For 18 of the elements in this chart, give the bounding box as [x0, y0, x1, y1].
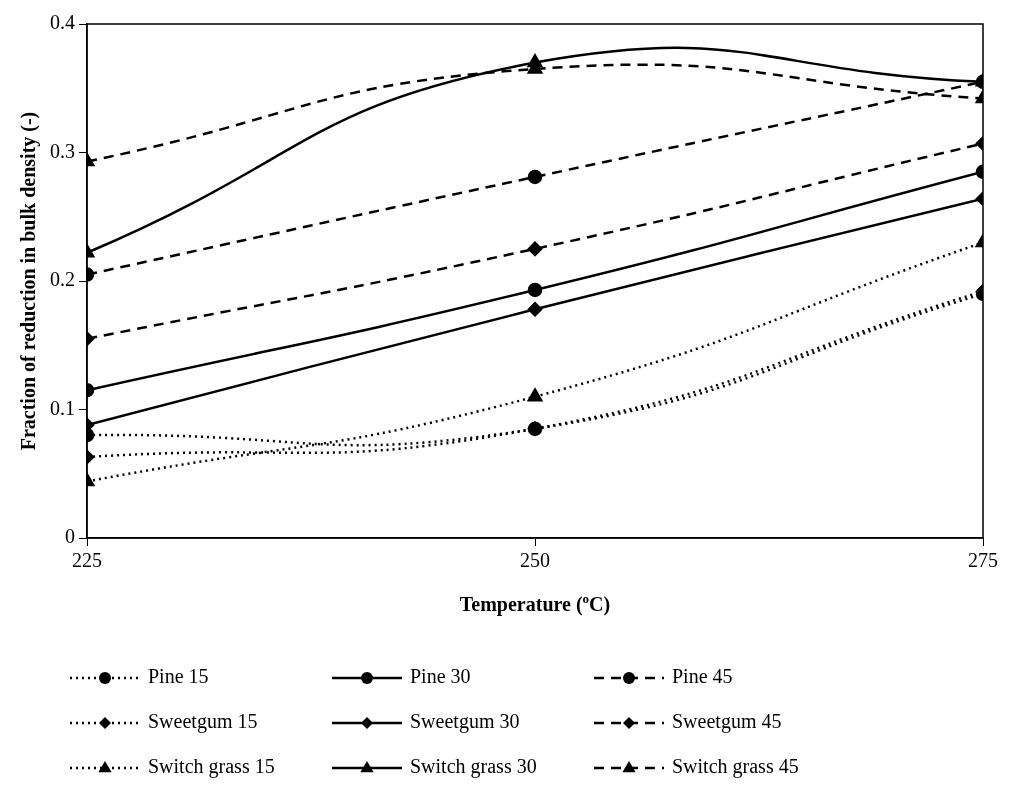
- legend-label: Pine 15: [148, 665, 209, 688]
- legend-label: Switch grass 45: [672, 755, 799, 779]
- y-axis-title: Fraction of reduction in bulk density (-): [17, 111, 41, 451]
- legend-label: Switch grass 15: [148, 755, 275, 779]
- legend-label: Pine 45: [672, 665, 733, 688]
- x-tick-label: 250: [520, 549, 550, 572]
- y-tick-label: 0: [65, 525, 75, 548]
- x-tick-label: 225: [72, 549, 102, 572]
- legend-label: Sweetgum 30: [410, 710, 520, 734]
- legend-label: Switch grass 30: [410, 755, 537, 779]
- legend-label: Sweetgum 15: [148, 710, 258, 734]
- legend-label: Sweetgum 45: [672, 710, 782, 734]
- y-tick-label: 0.2: [50, 268, 75, 291]
- y-tick-label: 0.1: [50, 396, 75, 419]
- y-tick-label: 0.4: [50, 11, 75, 34]
- x-tick-label: 275: [968, 549, 998, 572]
- legend-label: Pine 30: [410, 665, 471, 688]
- y-tick-label: 0.3: [50, 139, 75, 162]
